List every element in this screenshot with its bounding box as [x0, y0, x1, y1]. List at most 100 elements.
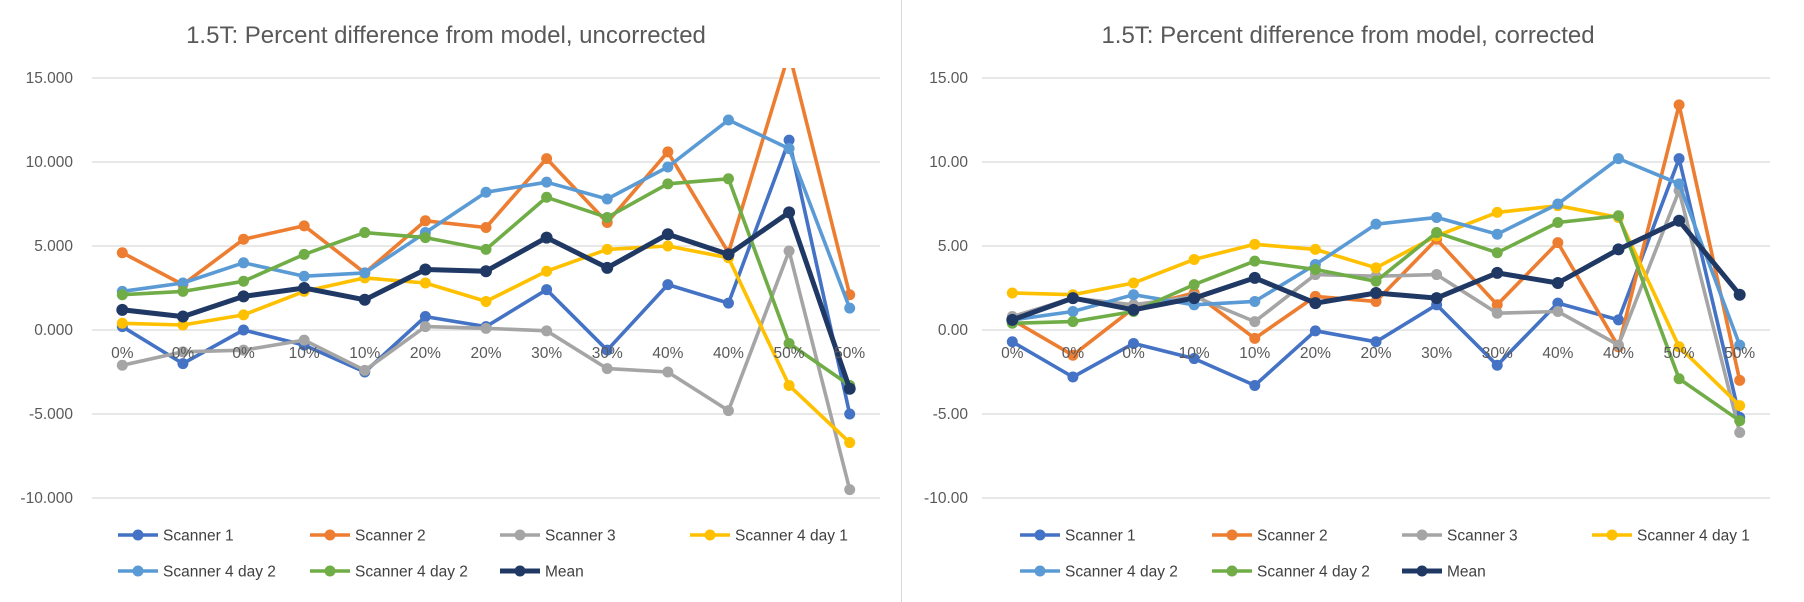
data-point: [1006, 336, 1018, 348]
y-tick-label: -10.000: [20, 490, 73, 507]
data-point: [1188, 353, 1200, 365]
y-tick-label: 0.000: [34, 322, 73, 339]
data-point: [1249, 295, 1261, 307]
data-point: [238, 233, 250, 245]
data-point: [480, 322, 492, 334]
data-point: [1734, 374, 1746, 386]
legend-label: Mean: [1447, 564, 1486, 581]
data-point: [237, 290, 250, 303]
x-tick-label: 0%: [172, 345, 195, 362]
data-point: [722, 173, 734, 185]
data-point: [541, 153, 553, 165]
data-point: [1067, 316, 1079, 328]
chart-title: 1.5T: Percent difference from model, unc…: [186, 22, 706, 49]
data-point: [601, 363, 613, 375]
data-point: [783, 337, 795, 349]
data-point: [1248, 271, 1261, 284]
data-point: [1734, 426, 1746, 438]
legend-item-scanner-4-day-1: Scanner 4 day 1: [1592, 528, 1750, 545]
data-point: [1491, 307, 1503, 319]
data-point: [1673, 99, 1685, 111]
x-tick-label: 50%: [834, 345, 865, 362]
legend-item-mean: Mean: [500, 564, 584, 581]
legend-label: Scanner 3: [545, 528, 616, 545]
x-tick-label: 0%: [1122, 345, 1145, 362]
data-point: [298, 270, 310, 282]
data-point: [1491, 247, 1503, 259]
data-point: [238, 257, 250, 269]
data-point: [1612, 314, 1624, 326]
plot-area: [1006, 99, 1746, 438]
data-point: [238, 309, 250, 321]
data-point: [1612, 339, 1624, 351]
data-point: [1431, 211, 1443, 223]
x-tick-label: 30%: [1482, 345, 1513, 362]
legend-item-scanner-4-day-2: Scanner 4 day 2: [1212, 564, 1370, 581]
data-point: [419, 232, 431, 244]
data-point: [298, 220, 310, 232]
plot-area: [116, 68, 856, 496]
data-point: [480, 222, 492, 234]
legend-swatch-marker: [704, 529, 716, 541]
data-point: [601, 193, 613, 205]
data-point: [419, 321, 431, 333]
data-point: [116, 247, 128, 259]
data-point: [1552, 198, 1564, 210]
y-tick-label: -10.00: [924, 490, 968, 507]
x-tick-label: 50%: [1664, 345, 1695, 362]
data-point: [1249, 332, 1261, 344]
data-point: [116, 317, 128, 329]
data-point: [1370, 262, 1382, 274]
legend-label: Scanner 4 day 1: [735, 528, 848, 545]
data-point: [1066, 292, 1079, 305]
data-point: [298, 334, 310, 346]
data-point: [783, 206, 796, 219]
data-point: [722, 114, 734, 126]
data-point: [359, 364, 371, 376]
legend-swatch-marker: [514, 565, 526, 577]
x-tick-label: 50%: [1724, 345, 1755, 362]
data-point: [238, 275, 250, 287]
data-point: [1733, 288, 1746, 301]
legend-label: Scanner 4 day 2: [1257, 564, 1370, 581]
data-point: [116, 289, 128, 301]
legend-item-scanner-4-day-2: Scanner 4 day 2: [310, 564, 468, 581]
data-point: [1734, 400, 1746, 412]
data-point: [1006, 313, 1019, 326]
data-point: [1430, 292, 1443, 305]
data-point: [843, 382, 856, 395]
legend-item-scanner-4-day-1: Scanner 4 day 1: [690, 528, 848, 545]
legend-item-scanner-2: Scanner 2: [310, 528, 426, 545]
data-point: [1067, 371, 1079, 383]
x-tick-label: 30%: [1421, 345, 1452, 362]
data-point: [1309, 264, 1321, 276]
x-tick-label: 10%: [1179, 345, 1210, 362]
legend-swatch-marker: [1034, 565, 1046, 577]
legend-label: Mean: [545, 564, 584, 581]
x-tick-label: 30%: [592, 345, 623, 362]
data-point: [844, 302, 856, 314]
data-point: [1673, 373, 1685, 385]
data-point: [1552, 297, 1564, 309]
data-point: [541, 265, 553, 277]
data-point: [601, 261, 614, 274]
legend-item-mean: Mean: [1402, 564, 1486, 581]
data-point: [359, 227, 371, 239]
y-tick-label: -5.000: [29, 406, 73, 423]
y-tick-label: 15.00: [929, 70, 968, 87]
y-tick-label: 10.00: [929, 154, 968, 171]
data-point: [1612, 210, 1624, 222]
data-point: [176, 310, 189, 323]
x-tick-label: 0%: [232, 345, 255, 362]
data-point: [783, 143, 795, 155]
legend-item-scanner-3: Scanner 3: [500, 528, 616, 545]
data-point: [541, 191, 553, 203]
legend-swatch-marker: [132, 529, 144, 541]
x-tick-label: 0%: [1062, 345, 1085, 362]
data-point: [662, 240, 674, 252]
data-point: [661, 228, 674, 241]
data-point: [1673, 153, 1685, 165]
data-point: [1309, 325, 1321, 337]
data-point: [1188, 279, 1200, 291]
data-point: [1552, 237, 1564, 249]
